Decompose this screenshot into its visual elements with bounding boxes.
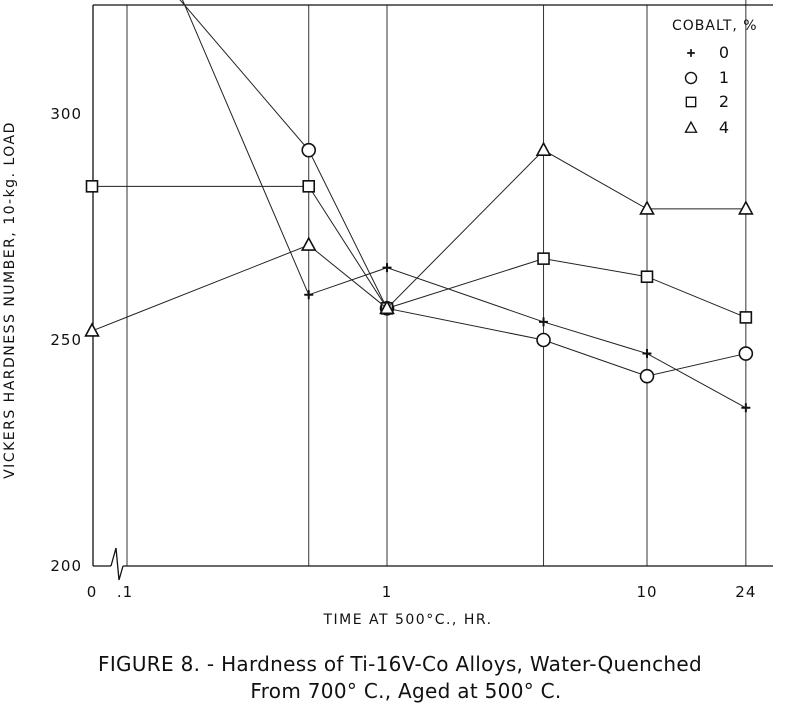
data-point: [301, 142, 317, 158]
data-point: [535, 141, 552, 156]
x-tick-label: 10: [636, 583, 657, 601]
data-point: [300, 236, 317, 251]
data-point: [536, 332, 551, 348]
x-axis-break-mark: [110, 547, 124, 581]
legend-marker-plus: [687, 49, 695, 57]
legend-label: 0: [719, 43, 729, 62]
data-series: [84, 0, 754, 413]
series-cobalt-2: [85, 180, 753, 324]
figure-caption-line-1: FIGURE 8. - Hardness of Ti-16V-Co Alloys…: [98, 652, 702, 676]
data-point: [539, 317, 549, 327]
legend-marker-square: [685, 96, 697, 108]
data-point: [85, 180, 99, 193]
y-tick-label: 250: [50, 331, 82, 349]
data-point: [639, 368, 655, 384]
data-point: [304, 290, 314, 300]
data-point: [379, 299, 395, 315]
y-tick-label: 300: [50, 105, 82, 123]
legend-marker: [687, 49, 695, 57]
series-cobalt-0: [181, 0, 751, 413]
y-tick-label: 200: [50, 557, 82, 575]
x-tick-label: .1: [117, 583, 133, 601]
data-point: [537, 252, 550, 265]
data-point: [642, 349, 652, 359]
series-line: [91, 149, 746, 332]
legend-marker: [684, 71, 698, 85]
x-tick-label: 1: [382, 583, 393, 601]
data-point: [739, 311, 753, 324]
data-point: [640, 270, 654, 284]
series-line: [92, 185, 747, 318]
legend-label: 2: [719, 92, 729, 111]
data-point: [738, 200, 754, 215]
series-line: [179, 0, 746, 377]
legend-marker-circle: [684, 71, 698, 85]
legend-title: COBALT, %: [672, 18, 758, 34]
series-cobalt-1: [179, 0, 754, 384]
legend-marker: [684, 120, 698, 133]
axes: [92, 4, 773, 581]
figure-caption-line-2: From 700° C., Aged at 500° C.: [250, 679, 562, 703]
data-point: [382, 263, 392, 273]
x-axis-label: TIME AT 500°C., HR.: [322, 612, 492, 628]
series-cobalt-4: [84, 141, 754, 337]
data-point: [639, 200, 655, 215]
legend: COBALT, % 0 1 2 4: [672, 18, 758, 137]
x-tick-label: 0: [87, 583, 98, 601]
data-point: [738, 346, 754, 361]
data-point: [302, 180, 316, 193]
legend-label: 4: [719, 118, 729, 137]
y-axis-label: VICKERS HARDNESS NUMBER, 10-kg. LOAD: [2, 121, 18, 479]
grid-lines: [126, 0, 747, 566]
data-point: [741, 403, 751, 413]
legend-marker: [685, 96, 697, 108]
legend-marker-triangle: [684, 120, 698, 133]
x-tick-label: 24: [735, 583, 756, 601]
data-point: [84, 322, 100, 337]
series-line: [181, 0, 747, 409]
legend-label: 1: [719, 68, 729, 87]
